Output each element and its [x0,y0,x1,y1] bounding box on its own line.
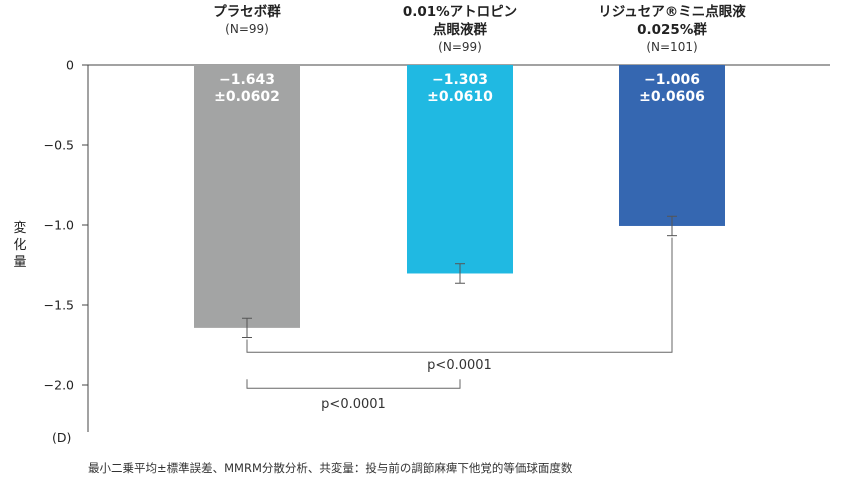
y-tick-label: −2.0 [44,378,74,393]
p-value-label: p<0.0001 [427,358,492,373]
bar-value-label: −1.006 [644,72,700,88]
y-tick-label: −1.5 [44,298,74,313]
significance-bracket [246,379,461,389]
footnote: 最小二乗平均±標準誤差、MMRM分散分析、共変量：投与前の調節麻痺下他覚的等価球… [88,461,573,475]
y-axis-unit: (D) [52,430,71,445]
p-value-label: p<0.0001 [321,397,386,412]
y-axis-title: 変化量 [13,220,26,270]
category-label: 0.01%アトロピン [403,4,517,20]
bar [194,65,300,328]
category-n: (N=101) [646,40,697,54]
y-tick-label: −0.5 [44,138,74,153]
category-n: (N=99) [225,22,269,36]
bar-error-label: ±0.0606 [639,89,705,105]
category-label-line2: 0.025%群 [637,21,707,38]
bars: −1.643±0.0602 −1.303±0.0610 −1.006±0.0606 [194,65,725,339]
y-tick-label: 0 [66,58,74,73]
category-label: プラセボ群 [213,3,281,20]
bar-value-label: −1.643 [219,72,275,88]
bar-error-label: ±0.0610 [427,89,493,105]
bar [619,65,725,226]
bar-error-label: ±0.0602 [214,89,280,105]
significance-brackets: p<0.0001 p<0.0001 [246,237,673,412]
y-tick-label: −1.0 [44,218,74,233]
significance-bracket [246,237,673,353]
bar [407,65,513,274]
category-label-line2: 点眼液群 [433,21,487,38]
category-n: (N=99) [438,40,482,54]
bar-value-label: −1.303 [432,72,488,88]
category-label: リジュセア®ミニ点眼液 [598,3,746,20]
